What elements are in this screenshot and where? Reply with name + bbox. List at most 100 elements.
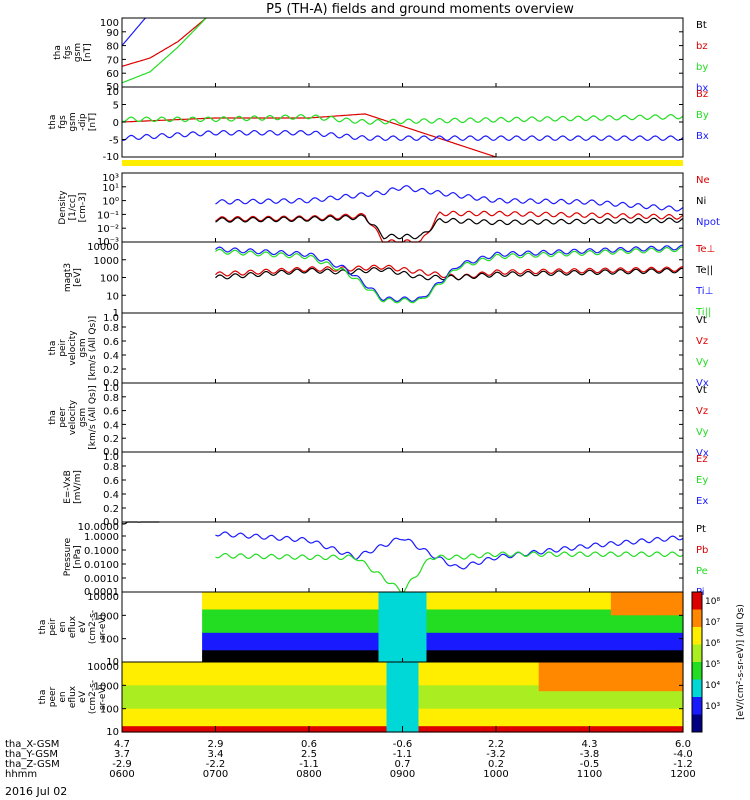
- spectrogram-cell: [322, 597, 331, 605]
- orbit-value: -4.0: [673, 749, 693, 760]
- spectrogram-cell: [290, 691, 299, 698]
- spectrogram-cell: [426, 638, 436, 646]
- spectrogram-cell: [386, 644, 396, 651]
- spectrogram-cell: [122, 691, 131, 698]
- spectrogram-cell: [554, 697, 564, 704]
- spectrogram-cell: [578, 609, 588, 616]
- spectrogram-cell: [474, 603, 484, 611]
- spectrogram-cell: [274, 650, 283, 657]
- spectrogram-cell: [210, 592, 219, 599]
- spectrogram-cell: [210, 621, 219, 628]
- spectrogram-cell: [226, 597, 235, 605]
- ytick-label: 100: [100, 18, 119, 29]
- spectrogram-cell: [210, 702, 219, 710]
- spectrogram-cell: [482, 615, 492, 622]
- spectrogram-cell: [554, 679, 564, 686]
- spectrogram-cell: [162, 673, 171, 681]
- spectrogram-cell: [394, 679, 404, 686]
- spectrogram-cell: [538, 627, 548, 634]
- spectrogram-cell: [242, 592, 251, 599]
- spectrogram-cell: [130, 726, 139, 733]
- spectrogram-cell: [274, 615, 283, 622]
- panel-frame-peer_velocity: [121, 382, 684, 453]
- ytick-label: 1: [113, 308, 119, 319]
- spectrogram-cell: [650, 632, 660, 640]
- panel-frame-peir_velocity: [121, 312, 684, 384]
- spectrogram-cell: [538, 708, 548, 716]
- spectrogram-cell: [675, 592, 684, 599]
- spectrogram-cell: [634, 603, 644, 611]
- spectrogram-cell: [250, 656, 259, 663]
- spectrogram-cell: [338, 638, 347, 646]
- spectrogram-cell: [506, 702, 516, 710]
- spectrogram-cell: [650, 621, 660, 628]
- spectrogram-cell: [290, 726, 299, 733]
- spectrogram-cell: [570, 638, 580, 646]
- spectrogram-cell: [402, 621, 412, 628]
- spectrogram-cell: [458, 662, 468, 669]
- spectrogram-cell: [626, 592, 636, 599]
- spectrogram-cell: [218, 627, 227, 634]
- spectrogram-cell: [378, 702, 388, 710]
- spectrogram-cell: [442, 656, 452, 663]
- spectrogram-cell: [634, 644, 644, 651]
- spectrogram-cell: [458, 656, 468, 663]
- spectrogram-cell: [234, 627, 243, 634]
- legend-fgs_gsm: bx: [696, 83, 708, 94]
- spectrogram-cell: [218, 632, 227, 640]
- spectrogram-cell: [602, 702, 612, 710]
- spectrogram-cell: [402, 632, 412, 640]
- spectrogram-cell: [546, 714, 556, 721]
- spectrogram-cell: [202, 714, 211, 721]
- spectrogram-cell: [138, 685, 147, 692]
- spectrogram-cell: [330, 644, 339, 651]
- spectrogram-cell: [378, 650, 388, 657]
- spectrogram-cell: [562, 720, 572, 727]
- spectrogram-cell: [586, 673, 596, 681]
- orbit-value: 6.0: [675, 739, 691, 750]
- spectrogram-cell: [194, 702, 203, 710]
- spectrogram-cell: [482, 679, 492, 686]
- spectrogram-cell: [306, 662, 315, 669]
- spectrogram-cell: [506, 627, 516, 634]
- spectrogram-cell: [242, 714, 251, 721]
- spectrogram-cell: [442, 621, 452, 628]
- spectrogram-cell: [338, 662, 347, 669]
- spectrogram-cell: [258, 644, 267, 651]
- spectrogram-cell: [274, 726, 283, 733]
- spectrogram-cell: [370, 697, 379, 704]
- spectrogram-cell: [386, 609, 396, 616]
- spectrogram-cell: [675, 615, 684, 622]
- spectrogram-cell: [266, 621, 275, 628]
- spectrogram-cell: [490, 697, 500, 704]
- spectrogram-cell: [506, 697, 516, 704]
- spectrogram-cell: [426, 627, 436, 634]
- spectrogram-cell: [178, 702, 187, 710]
- spectrogram-cell: [178, 691, 187, 698]
- spectrogram-cell: [650, 714, 660, 721]
- spectrogram-cell: [482, 627, 492, 634]
- spectrogram-cell: [490, 603, 500, 611]
- spectrogram-cell: [530, 597, 540, 605]
- spectrogram-cell: [458, 720, 468, 727]
- orbit-value: 0700: [203, 769, 228, 780]
- spectrogram-cell: [514, 691, 524, 698]
- spectrogram-cell: [675, 708, 684, 716]
- ytick-label: 90: [106, 28, 119, 39]
- spectrogram-cell: [602, 644, 612, 651]
- spectrogram-cell: [626, 691, 636, 698]
- spectrogram-cell: [626, 679, 636, 686]
- spectrogram-cell: [186, 673, 195, 681]
- spectrogram-cell: [170, 662, 179, 669]
- series-Pi: [215, 531, 684, 570]
- spectrogram-cell: [234, 592, 243, 599]
- spectrogram-cell: [522, 702, 532, 710]
- spectrogram-cell: [642, 702, 652, 710]
- spectrogram-cell: [282, 592, 291, 599]
- spectrogram-cell: [418, 632, 428, 640]
- spectrogram-cell: [306, 726, 315, 733]
- spectrogram-cell: [194, 697, 203, 704]
- spectrogram-cell: [410, 621, 420, 628]
- spectrogram-cell: [122, 679, 131, 686]
- spectrogram-cell: [458, 697, 468, 704]
